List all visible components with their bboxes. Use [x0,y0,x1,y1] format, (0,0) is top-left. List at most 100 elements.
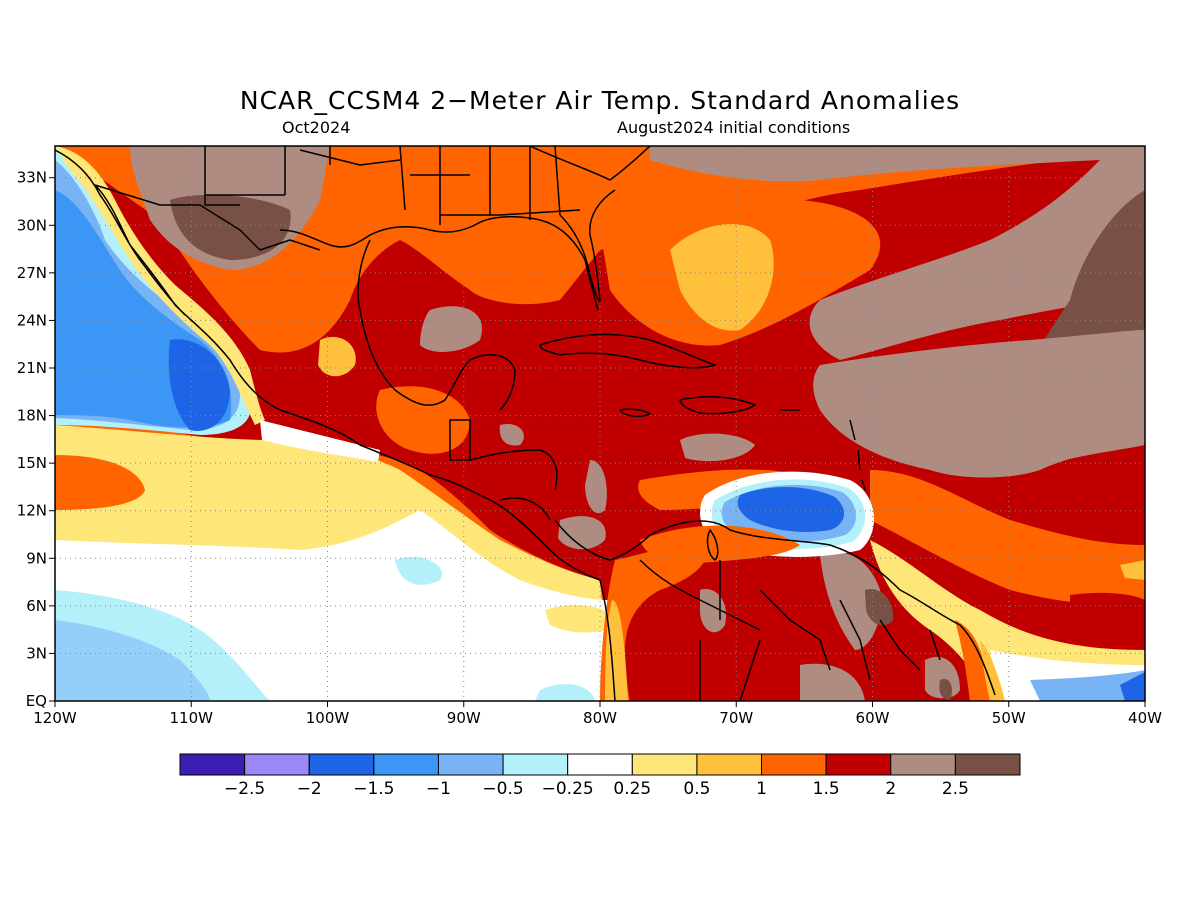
lon-tick-label: 50W [992,709,1026,727]
field-coastal-white [260,420,380,462]
colorbar-swatch [567,753,633,776]
field-paleyellow-atlantic-south [870,540,1145,701]
island-cuba [539,333,716,369]
colorbar-swatch [373,753,439,776]
axis-ticks [49,177,1146,707]
colorbar-swatch [502,753,569,776]
coast-florida [559,189,616,302]
lon-tick-label: 110W [170,709,214,727]
lat-axis: 33N 30N 27N 24N 21N 18N 15N 12N 9N 6N 3N EQ [17,169,47,710]
field-paleblue-patch-2 [535,684,595,701]
lat-tick-label: 18N [17,407,47,425]
field-tan-brazil [800,663,865,701]
colorbar-swatch [825,753,892,776]
lat-tick-label: 33N [17,169,47,187]
colorbar-label: 2.5 [942,779,969,799]
field-tan-northeast [650,146,1145,360]
colorbar-label: −2.5 [224,779,265,799]
colorbar-swatch [308,753,375,776]
lon-tick-label: 40W [1128,709,1162,727]
lat-tick-label: 27N [17,264,47,282]
field-red-atlantic-south [1070,592,1145,640]
coastlines [55,146,996,701]
colorbar-label: 0.5 [683,779,710,799]
field-paleyellow-patch [545,605,620,633]
field-paleblue-patch [395,556,442,585]
lon-tick-label: 70W [719,709,753,727]
colorbar-label: −0.25 [542,779,594,799]
field-brown-french-guiana [939,678,952,700]
field-tan-carib [680,433,755,462]
field-orange-east [870,470,1145,605]
us-state-borders [204,146,651,225]
field-tan-gulf [420,306,482,352]
field-yellow-atlantic-east [1120,560,1145,580]
initial-conditions: August2024 initial conditions [617,118,851,137]
lon-tick-label: 90W [447,709,481,727]
lat-tick-label: 30N [17,216,47,234]
colorbar-swatch [890,753,956,776]
colorbar-swatch [631,753,698,776]
colorbar-label: −2 [297,779,322,799]
colorbar-label: −1.5 [353,779,394,799]
field-orange-venezuela [640,525,800,565]
lon-tick-label: 80W [583,709,617,727]
colorbar-label: 0.25 [613,779,651,799]
island-hispaniola [679,395,756,415]
lon-tick-label: 120W [33,709,77,727]
field-tan-honduras [499,424,524,446]
field-yellow-atlantic [670,223,774,331]
coast-south-america [599,520,996,701]
field-tan-east-2 [1045,370,1145,465]
field-brown-northwest [170,194,291,260]
field-lightblue-atlantic-south [1030,670,1145,701]
field-darkblue-pacific [168,339,230,431]
forecast-month: Oct2024 [282,118,351,137]
colorbar-label: −0.5 [482,779,523,799]
lon-tick-label: 60W [856,709,890,727]
field-tan-centralam [585,460,607,514]
us-mexico-border [94,184,321,251]
graticule [55,146,1145,701]
lat-tick-label: 3N [26,644,47,662]
field-lightblue-south [55,620,210,701]
field-tan-panama [558,516,606,550]
field-orange-yucatan [376,386,470,454]
lat-tick-label: 12N [17,502,47,520]
coast-gulf [279,215,599,411]
coast-pacific-mexico [55,149,601,581]
colorbar-swatch [437,753,504,776]
island-jamaica [619,408,651,418]
field-orange-colombia [600,540,707,701]
field-orange-amapa [955,620,990,701]
lat-tick-label: 9N [26,549,47,567]
colorbar-swatch [761,753,827,776]
field-yellow-amapa [980,640,1005,701]
lon-tick-label: 100W [306,709,350,727]
colorbar-label: 1.5 [813,779,840,799]
field-yellow-colombia [605,600,628,701]
lat-tick-label: 24N [17,311,47,329]
colorbar-swatch [696,753,763,776]
south-america-borders [639,559,941,701]
field-darkblue-carib [737,486,845,532]
lat-tick-label: 15N [17,454,47,472]
field-tan-guyana [820,551,881,650]
lesser-antilles [849,419,866,491]
lake-maracaibo [706,529,719,561]
field-orange-pacific-west [55,455,145,510]
colorbar: −2.5 −2 −1.5 −1 −0.5 −0.25 0.25 0.5 1 1.5 2 2.5 [179,753,1021,799]
colorbar-label: 2 [885,779,896,799]
map-title: NCAR_CCSM4 2−Meter Air Temp. Standard An… [239,86,961,115]
colorbar-swatch [954,753,1021,776]
central-america-borders [449,419,651,561]
colorbar-label: −1 [426,779,451,799]
lat-tick-label: EQ [26,692,47,710]
lat-tick-label: 21N [17,359,47,377]
colorbar-swatch [244,753,310,776]
lat-tick-label: 6N [26,597,47,615]
colorbar-label: 1 [756,779,767,799]
anomaly-field [55,146,1145,701]
